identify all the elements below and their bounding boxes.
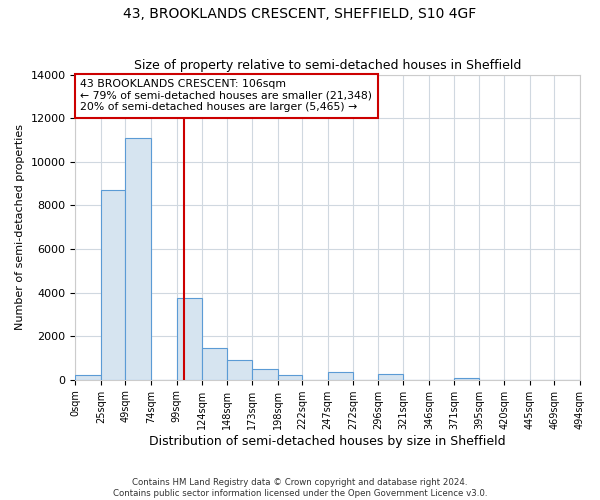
Text: 43 BROOKLANDS CRESCENT: 106sqm
← 79% of semi-detached houses are smaller (21,348: 43 BROOKLANDS CRESCENT: 106sqm ← 79% of …	[80, 79, 373, 112]
Bar	[454, 378, 479, 380]
Bar	[278, 376, 302, 380]
Text: Contains HM Land Registry data © Crown copyright and database right 2024.
Contai: Contains HM Land Registry data © Crown c…	[113, 478, 487, 498]
Bar	[252, 369, 278, 380]
Bar	[202, 348, 227, 380]
Bar	[76, 376, 101, 380]
Y-axis label: Number of semi-detached properties: Number of semi-detached properties	[15, 124, 25, 330]
Text: 43, BROOKLANDS CRESCENT, SHEFFIELD, S10 4GF: 43, BROOKLANDS CRESCENT, SHEFFIELD, S10 …	[124, 8, 476, 22]
Bar	[176, 298, 202, 380]
Bar	[328, 372, 353, 380]
Title: Size of property relative to semi-detached houses in Sheffield: Size of property relative to semi-detach…	[134, 59, 521, 72]
Bar	[227, 360, 252, 380]
Bar	[101, 190, 125, 380]
Bar	[125, 138, 151, 380]
Bar	[378, 374, 403, 380]
X-axis label: Distribution of semi-detached houses by size in Sheffield: Distribution of semi-detached houses by …	[149, 434, 506, 448]
